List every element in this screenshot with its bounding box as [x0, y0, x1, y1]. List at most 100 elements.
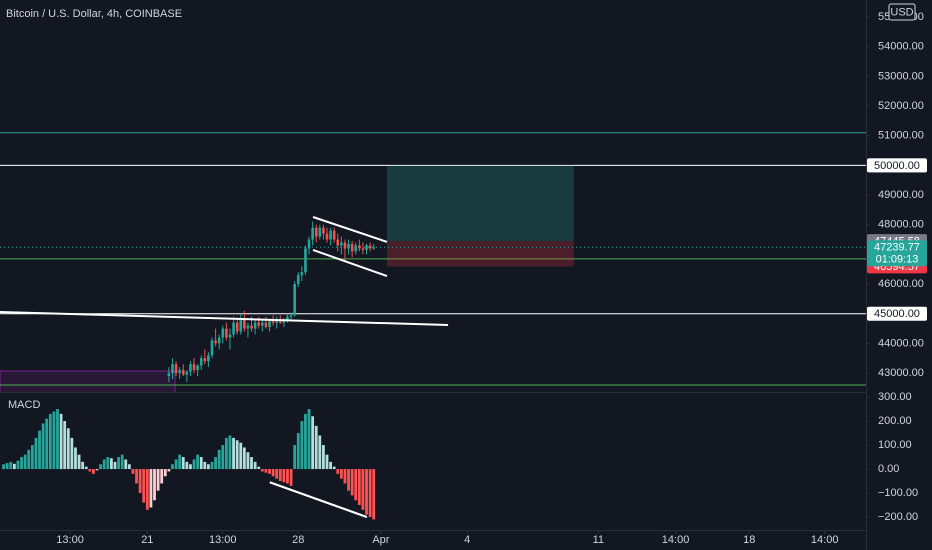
- chart-title: Bitcoin / U.S. Dollar, 4h, COINBASE: [6, 8, 182, 20]
- histogram-bar: [156, 469, 160, 491]
- y-tick-label: 0.00: [878, 463, 899, 475]
- x-tick-label: 14:00: [811, 534, 839, 546]
- y-tick-label: 44000.00: [878, 337, 924, 349]
- price-tag-label: 50000.00: [874, 160, 920, 172]
- price-tag-label: 45000.00: [874, 308, 920, 320]
- histogram-bar: [45, 418, 49, 470]
- price-tag: [867, 158, 927, 173]
- histogram-bar: [5, 463, 9, 470]
- histogram-bar: [63, 421, 67, 470]
- histogram-bar: [311, 416, 315, 470]
- histogram-bar: [77, 454, 81, 470]
- candle-body: [250, 325, 253, 329]
- y-tick-label: 52000.00: [878, 100, 924, 112]
- candle-body: [332, 230, 336, 240]
- candle-body: [336, 239, 340, 246]
- histogram-bar: [84, 466, 88, 470]
- histogram-bar: [52, 411, 56, 470]
- histogram-bar: [347, 469, 350, 491]
- currency[interactable]: USD: [890, 6, 913, 18]
- x-tick-label: 13:00: [56, 534, 84, 546]
- currency-box[interactable]: [888, 3, 916, 21]
- histogram-bar: [329, 461, 332, 470]
- trend-line: [312, 216, 388, 243]
- histogram-bar: [192, 459, 196, 470]
- trend-line: [312, 248, 388, 277]
- y-tick-label: −100.00: [878, 487, 918, 499]
- candle-body: [354, 245, 358, 252]
- candle-body: [235, 322, 239, 332]
- candle-body: [189, 364, 192, 372]
- histogram-bar: [253, 461, 257, 470]
- histogram-bar: [99, 464, 103, 470]
- y-tick-label: 46000.00: [878, 278, 924, 290]
- target-zone: [387, 165, 574, 242]
- candle-body: [268, 321, 271, 328]
- candle-body: [239, 319, 243, 332]
- candle-body: [278, 319, 282, 323]
- histogram-bar: [336, 469, 340, 474]
- histogram-bar: [88, 469, 92, 472]
- y-tick-label: 43000.00: [878, 367, 924, 379]
- histogram-bar: [275, 469, 279, 479]
- y-tick-label: 53000.00: [878, 70, 924, 82]
- y-tick-label: 200.00: [878, 415, 912, 427]
- histogram-bar: [106, 457, 110, 470]
- histogram-bar: [221, 445, 225, 470]
- histogram-bar: [293, 445, 297, 470]
- candle-body: [203, 358, 207, 362]
- y-tick-label: −200.00: [878, 511, 918, 523]
- y-tick-label: 54000.00: [878, 41, 924, 53]
- candle-body: [318, 227, 322, 237]
- candle-body: [329, 230, 332, 240]
- histogram-bar: [9, 461, 13, 470]
- candle-body: [171, 364, 174, 374]
- histogram-bar: [178, 454, 182, 470]
- candle-body: [228, 334, 232, 338]
- candle-body: [304, 248, 307, 273]
- histogram-bar: [127, 464, 131, 470]
- candle-body: [214, 340, 217, 344]
- histogram-bar: [232, 437, 235, 470]
- histogram-bar: [242, 447, 246, 470]
- candle-body: [243, 319, 246, 329]
- histogram-bar: [48, 413, 52, 470]
- candle-body: [246, 325, 250, 329]
- histogram-bar: [264, 469, 268, 473]
- histogram-bar: [27, 449, 31, 470]
- candle-body: [289, 315, 293, 317]
- x-tick-label: 4: [464, 534, 470, 546]
- histogram-bar: [167, 469, 171, 472]
- histogram-bar: [365, 469, 368, 515]
- histogram-bar: [174, 459, 178, 470]
- histogram-bar: [260, 469, 264, 472]
- histogram-bar: [203, 461, 207, 470]
- histogram-bar: [59, 413, 63, 470]
- histogram-bar: [12, 463, 16, 470]
- histogram-bar: [171, 464, 174, 470]
- histogram-bar: [185, 461, 189, 470]
- histogram-bar: [207, 464, 210, 470]
- histogram-bar: [239, 442, 243, 470]
- candle-body: [343, 242, 347, 249]
- histogram-bar: [56, 409, 59, 470]
- histogram-bar: [257, 466, 261, 470]
- histogram-bar: [120, 454, 124, 470]
- price-tag-label: 47239.77: [874, 242, 920, 254]
- histogram-bar: [181, 457, 185, 470]
- histogram-bar: [138, 469, 142, 494]
- histogram-bar: [296, 433, 300, 470]
- candle-body: [196, 365, 199, 371]
- candle-body: [217, 337, 221, 344]
- histogram-bar: [343, 469, 347, 484]
- histogram-bar: [307, 409, 311, 470]
- histogram-bar: [109, 458, 113, 470]
- histogram-bar: [23, 454, 27, 470]
- stop-zone: [387, 241, 574, 267]
- x-tick-label: 18: [743, 534, 755, 546]
- candle-body: [372, 247, 376, 249]
- candle-body: [340, 242, 343, 246]
- histogram-bar: [34, 437, 38, 470]
